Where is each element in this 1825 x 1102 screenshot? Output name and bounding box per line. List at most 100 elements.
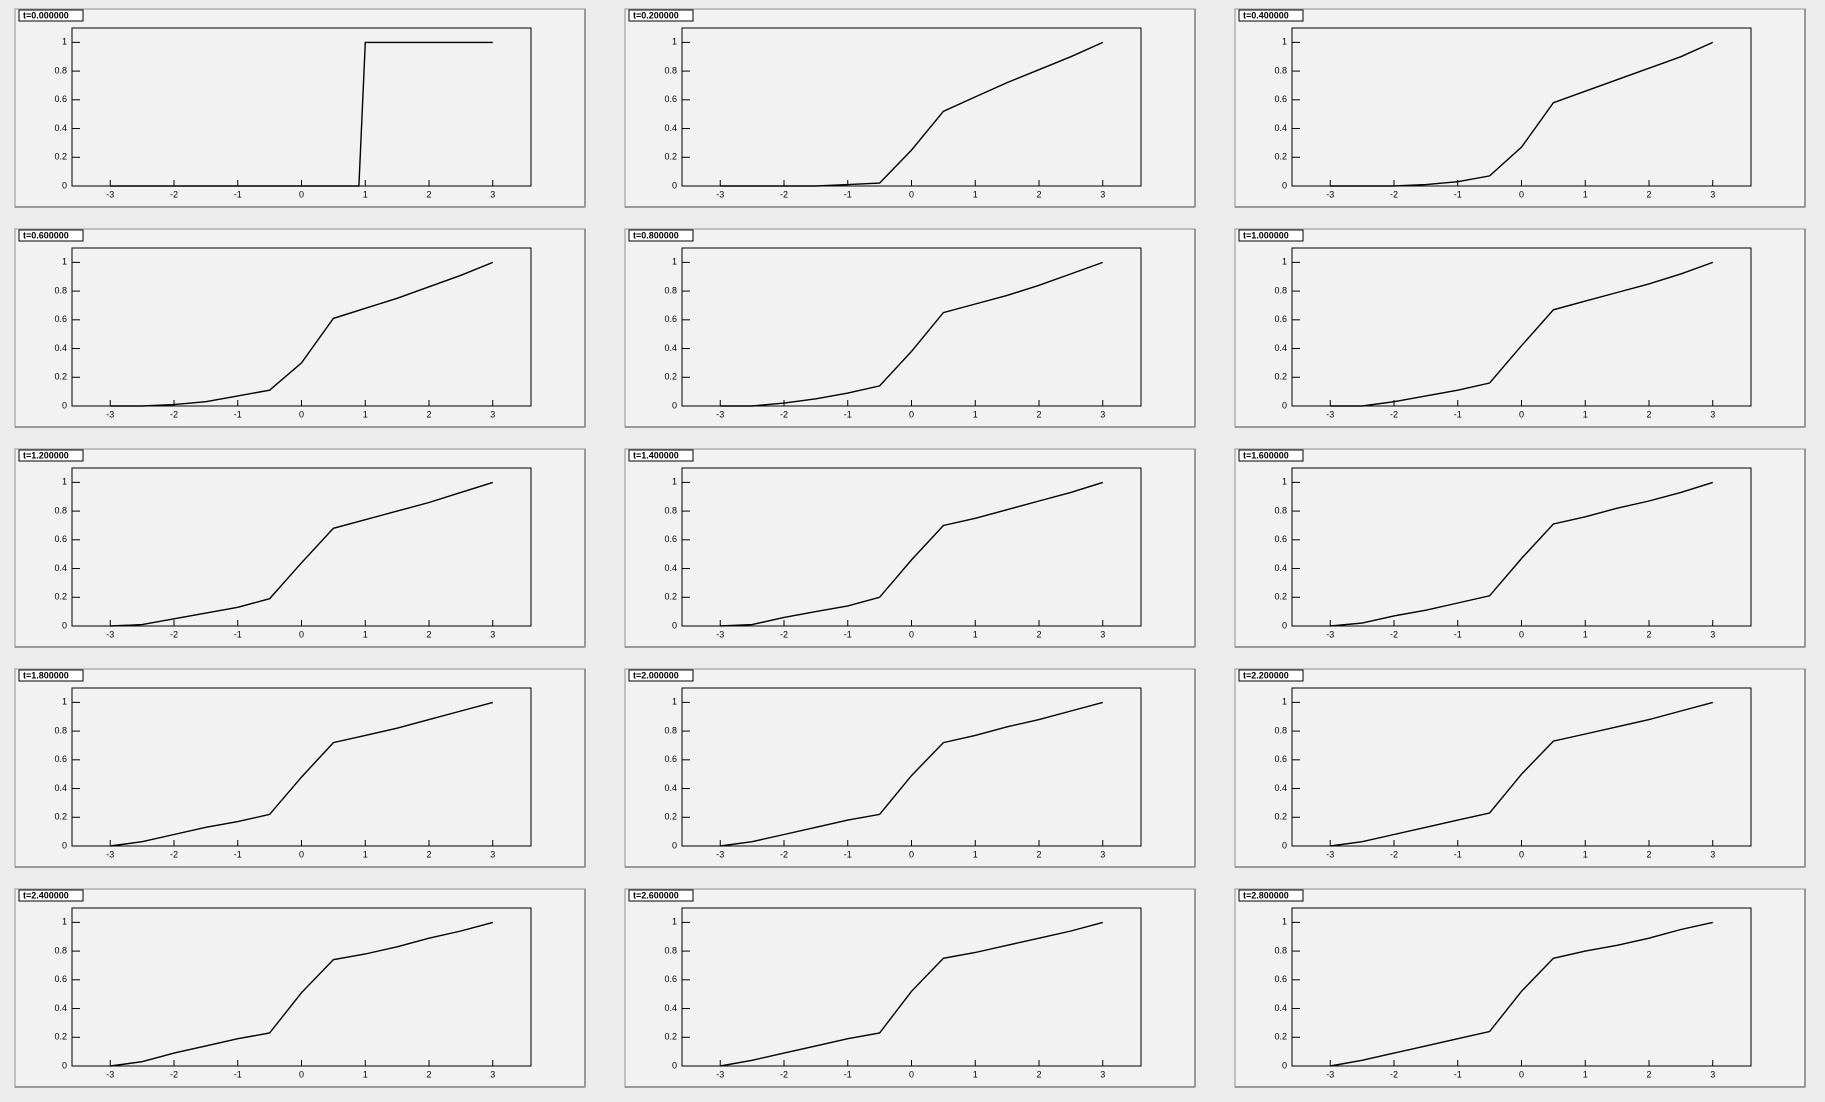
x-tick-label: 1 [973, 1069, 978, 1079]
data-line [110, 921, 493, 1067]
y-tick-label: 0 [1282, 840, 1287, 850]
plot-frame [71, 27, 532, 187]
y-tick-label: 1 [1282, 477, 1287, 487]
plot-frame [71, 687, 532, 847]
x-tick-label: 3 [490, 1069, 495, 1079]
y-tick-label: 0.8 [664, 725, 677, 735]
x-tick-label: -3 [716, 1069, 724, 1079]
y-tick-label: 0 [62, 840, 67, 850]
x-tick-label: 2 [1646, 629, 1651, 639]
y-tick-label: 0.6 [1274, 534, 1287, 544]
x-tick-label: 3 [1100, 189, 1105, 199]
x-tick-label: 3 [1710, 849, 1715, 859]
x-tick-label: -3 [106, 629, 114, 639]
y-tick-label: 0.8 [54, 285, 67, 295]
x-tick-label: 3 [1100, 849, 1105, 859]
x-tick-label: -1 [234, 849, 242, 859]
x-tick-label: -2 [780, 1069, 788, 1079]
x-tick-label: 0 [1519, 849, 1524, 859]
plot-frame [681, 247, 1142, 407]
plot-frame [1291, 27, 1752, 187]
x-tick-label: 3 [490, 409, 495, 419]
plot-frame [1291, 247, 1752, 407]
y-tick-label: 0.6 [1274, 94, 1287, 104]
x-tick-label: -2 [1390, 629, 1398, 639]
pad: t=1.600000 -3 -2 -1 0 1 2 3 0 0.2 0.4 0.6 0.8 1 [1234, 448, 1806, 648]
title-box [18, 9, 84, 22]
title-box [1238, 9, 1304, 22]
y-tick-label: 0.6 [54, 534, 67, 544]
y-tick-label: 0.8 [1274, 725, 1287, 735]
y-tick-label: 0 [62, 620, 67, 630]
x-tick-label: -3 [106, 189, 114, 199]
plot-frame [71, 247, 532, 407]
chart-title: t=0.200000 [633, 10, 679, 20]
chart-title: t=0.400000 [1243, 10, 1289, 20]
chart-title: t=0.000000 [23, 10, 69, 20]
chart-title: t=1.800000 [23, 670, 69, 680]
y-tick-label: 0.2 [54, 812, 67, 822]
data-line [110, 481, 494, 627]
x-tick-label: 1 [973, 189, 978, 199]
x-tick-label: 0 [299, 1069, 304, 1079]
y-tick-label: 0.6 [664, 94, 677, 104]
plot-frame [681, 907, 1142, 1067]
y-tick-label: 0.4 [664, 343, 677, 353]
y-tick-label: 0.4 [664, 783, 677, 793]
x-tick-label: 2 [426, 849, 431, 859]
pad: t=1.200000 -3 -2 -1 0 1 2 3 0 0.2 0.4 0.6 0.8 1 [14, 448, 586, 648]
y-tick-label: 0.4 [54, 123, 67, 133]
x-tick-label: -2 [170, 1069, 178, 1079]
x-tick-label: -2 [780, 849, 788, 859]
pad: t=2.000000 -3 -2 -1 0 1 2 3 0 0.2 0.4 0.6 0.8 1 [624, 668, 1196, 868]
y-tick-label: 0 [1282, 1060, 1287, 1070]
x-tick-label: -3 [106, 849, 114, 859]
x-tick-label: 1 [363, 189, 368, 199]
y-tick-label: 0.8 [54, 505, 67, 515]
y-tick-label: 1 [1282, 697, 1287, 707]
y-tick-label: 1 [62, 917, 67, 927]
y-tick-label: 0.2 [54, 152, 67, 162]
chart-title: t=1.600000 [1243, 450, 1289, 460]
chart-title: t=2.800000 [1243, 890, 1289, 900]
x-tick-label: -2 [170, 629, 178, 639]
x-tick-label: -3 [1326, 1069, 1334, 1079]
x-tick-label: -1 [234, 629, 242, 639]
y-tick-label: 0.6 [664, 534, 677, 544]
x-tick-label: -1 [1454, 629, 1462, 639]
x-tick-label: 3 [1100, 409, 1105, 419]
x-tick-label: 3 [1100, 1069, 1105, 1079]
y-tick-label: 0 [672, 180, 677, 190]
x-tick-label: 1 [1583, 1069, 1588, 1079]
y-tick-label: 0.4 [54, 1003, 67, 1013]
x-tick-label: 2 [1646, 849, 1651, 859]
x-tick-label: -3 [1326, 409, 1334, 419]
x-tick-label: -3 [716, 409, 724, 419]
x-tick-label: -3 [1326, 189, 1334, 199]
y-tick-label: 0.4 [1274, 343, 1287, 353]
pad: t=1.800000 -3 -2 -1 0 1 2 3 0 0.2 0.4 0.6 0.8 1 [14, 668, 586, 868]
y-tick-label: 0.4 [1274, 783, 1287, 793]
x-tick-label: 1 [363, 849, 368, 859]
y-tick-label: 0 [62, 400, 67, 410]
y-tick-label: 0.8 [1274, 285, 1287, 295]
x-tick-label: 2 [426, 629, 431, 639]
y-tick-label: 0.4 [54, 783, 67, 793]
y-tick-label: 0.4 [664, 123, 677, 133]
x-tick-label: -1 [844, 409, 852, 419]
y-tick-label: 0.2 [664, 372, 677, 382]
x-tick-label: -3 [1326, 629, 1334, 639]
x-tick-label: 0 [909, 849, 914, 859]
x-tick-label: 0 [1519, 189, 1524, 199]
x-tick-label: -2 [170, 849, 178, 859]
plot-frame [1291, 907, 1752, 1067]
y-tick-label: 1 [62, 477, 67, 487]
x-tick-label: 0 [299, 849, 304, 859]
y-tick-label: 0 [672, 1060, 677, 1070]
chart-title: t=0.600000 [23, 230, 69, 240]
data-line [720, 701, 1103, 847]
y-tick-label: 1 [1282, 257, 1287, 267]
x-tick-label: -2 [1390, 1069, 1398, 1079]
x-tick-label: 2 [1036, 189, 1041, 199]
y-tick-label: 0.8 [54, 725, 67, 735]
